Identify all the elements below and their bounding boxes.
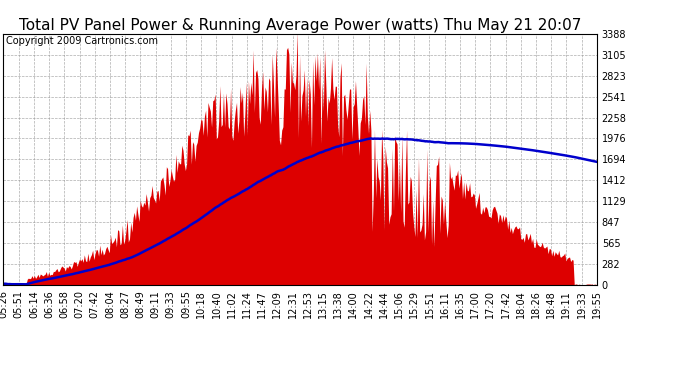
Text: Copyright 2009 Cartronics.com: Copyright 2009 Cartronics.com xyxy=(6,36,159,46)
Title: Total PV Panel Power & Running Average Power (watts) Thu May 21 20:07: Total PV Panel Power & Running Average P… xyxy=(19,18,582,33)
